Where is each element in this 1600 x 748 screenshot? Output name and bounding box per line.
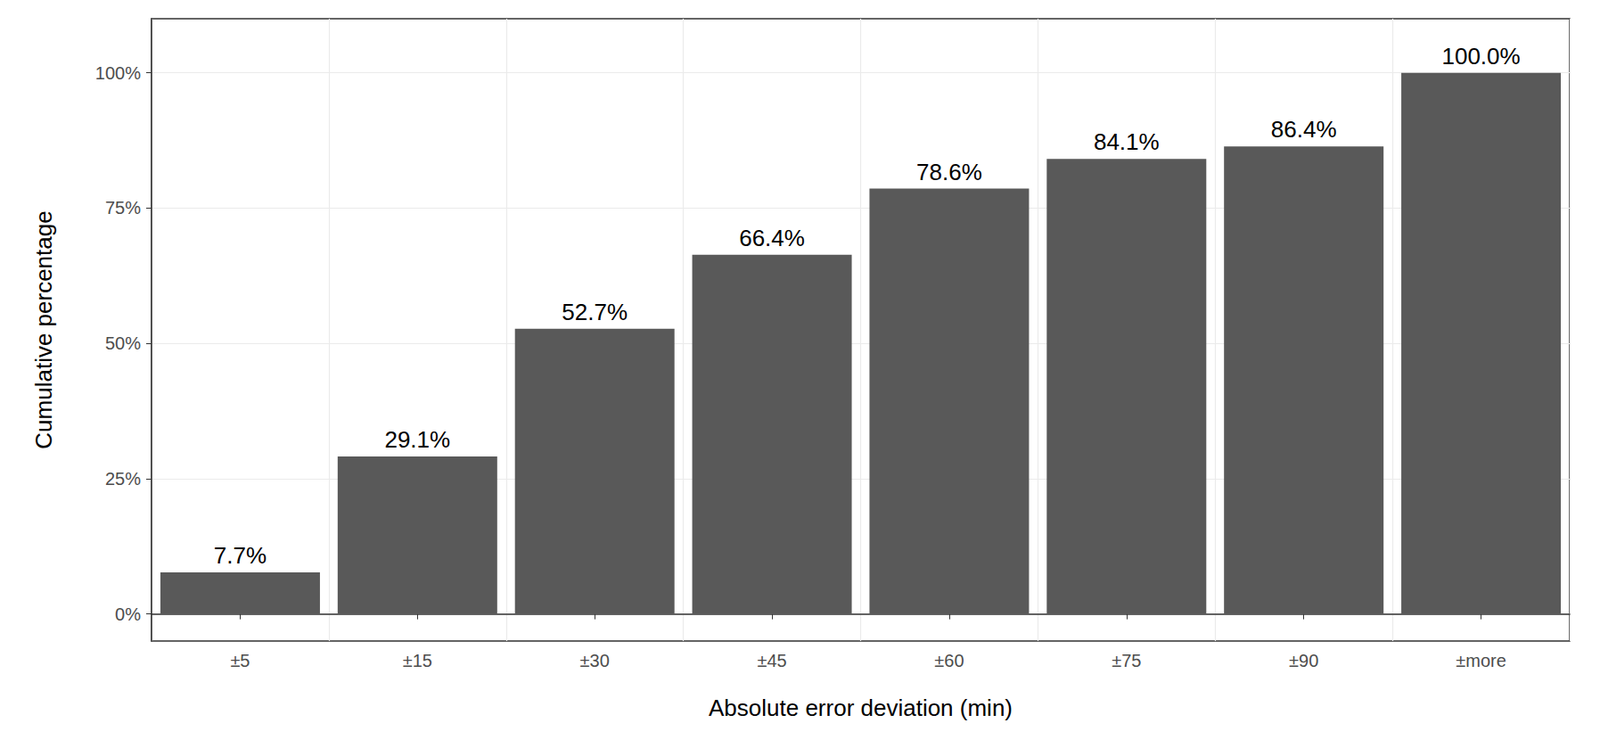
svg-text:±15: ±15 [402,650,433,671]
svg-text:±5: ±5 [229,650,250,671]
svg-text:7.7%: 7.7% [213,541,267,569]
svg-text:Cumulative percentage: Cumulative percentage [30,210,58,449]
svg-text:86.4%: 86.4% [1271,115,1338,143]
svg-text:100%: 100% [95,63,141,83]
svg-text:52.7%: 52.7% [561,298,628,326]
svg-text:75%: 75% [105,197,141,218]
svg-text:0%: 0% [114,604,141,624]
svg-text:±75: ±75 [1111,650,1141,671]
svg-text:Absolute error deviation (min): Absolute error deviation (min) [708,694,1013,722]
svg-text:78.6%: 78.6% [916,158,983,186]
svg-text:29.1%: 29.1% [384,426,451,453]
svg-text:84.1%: 84.1% [1093,128,1160,156]
svg-text:50%: 50% [105,333,141,353]
svg-text:±45: ±45 [756,650,787,671]
svg-text:±more: ±more [1455,650,1507,671]
svg-text:±30: ±30 [580,650,610,671]
svg-text:25%: 25% [105,468,141,489]
svg-text:66.4%: 66.4% [738,224,805,252]
svg-text:100.0%: 100.0% [1441,42,1520,70]
svg-text:±90: ±90 [1288,650,1319,671]
svg-text:±60: ±60 [934,650,964,671]
